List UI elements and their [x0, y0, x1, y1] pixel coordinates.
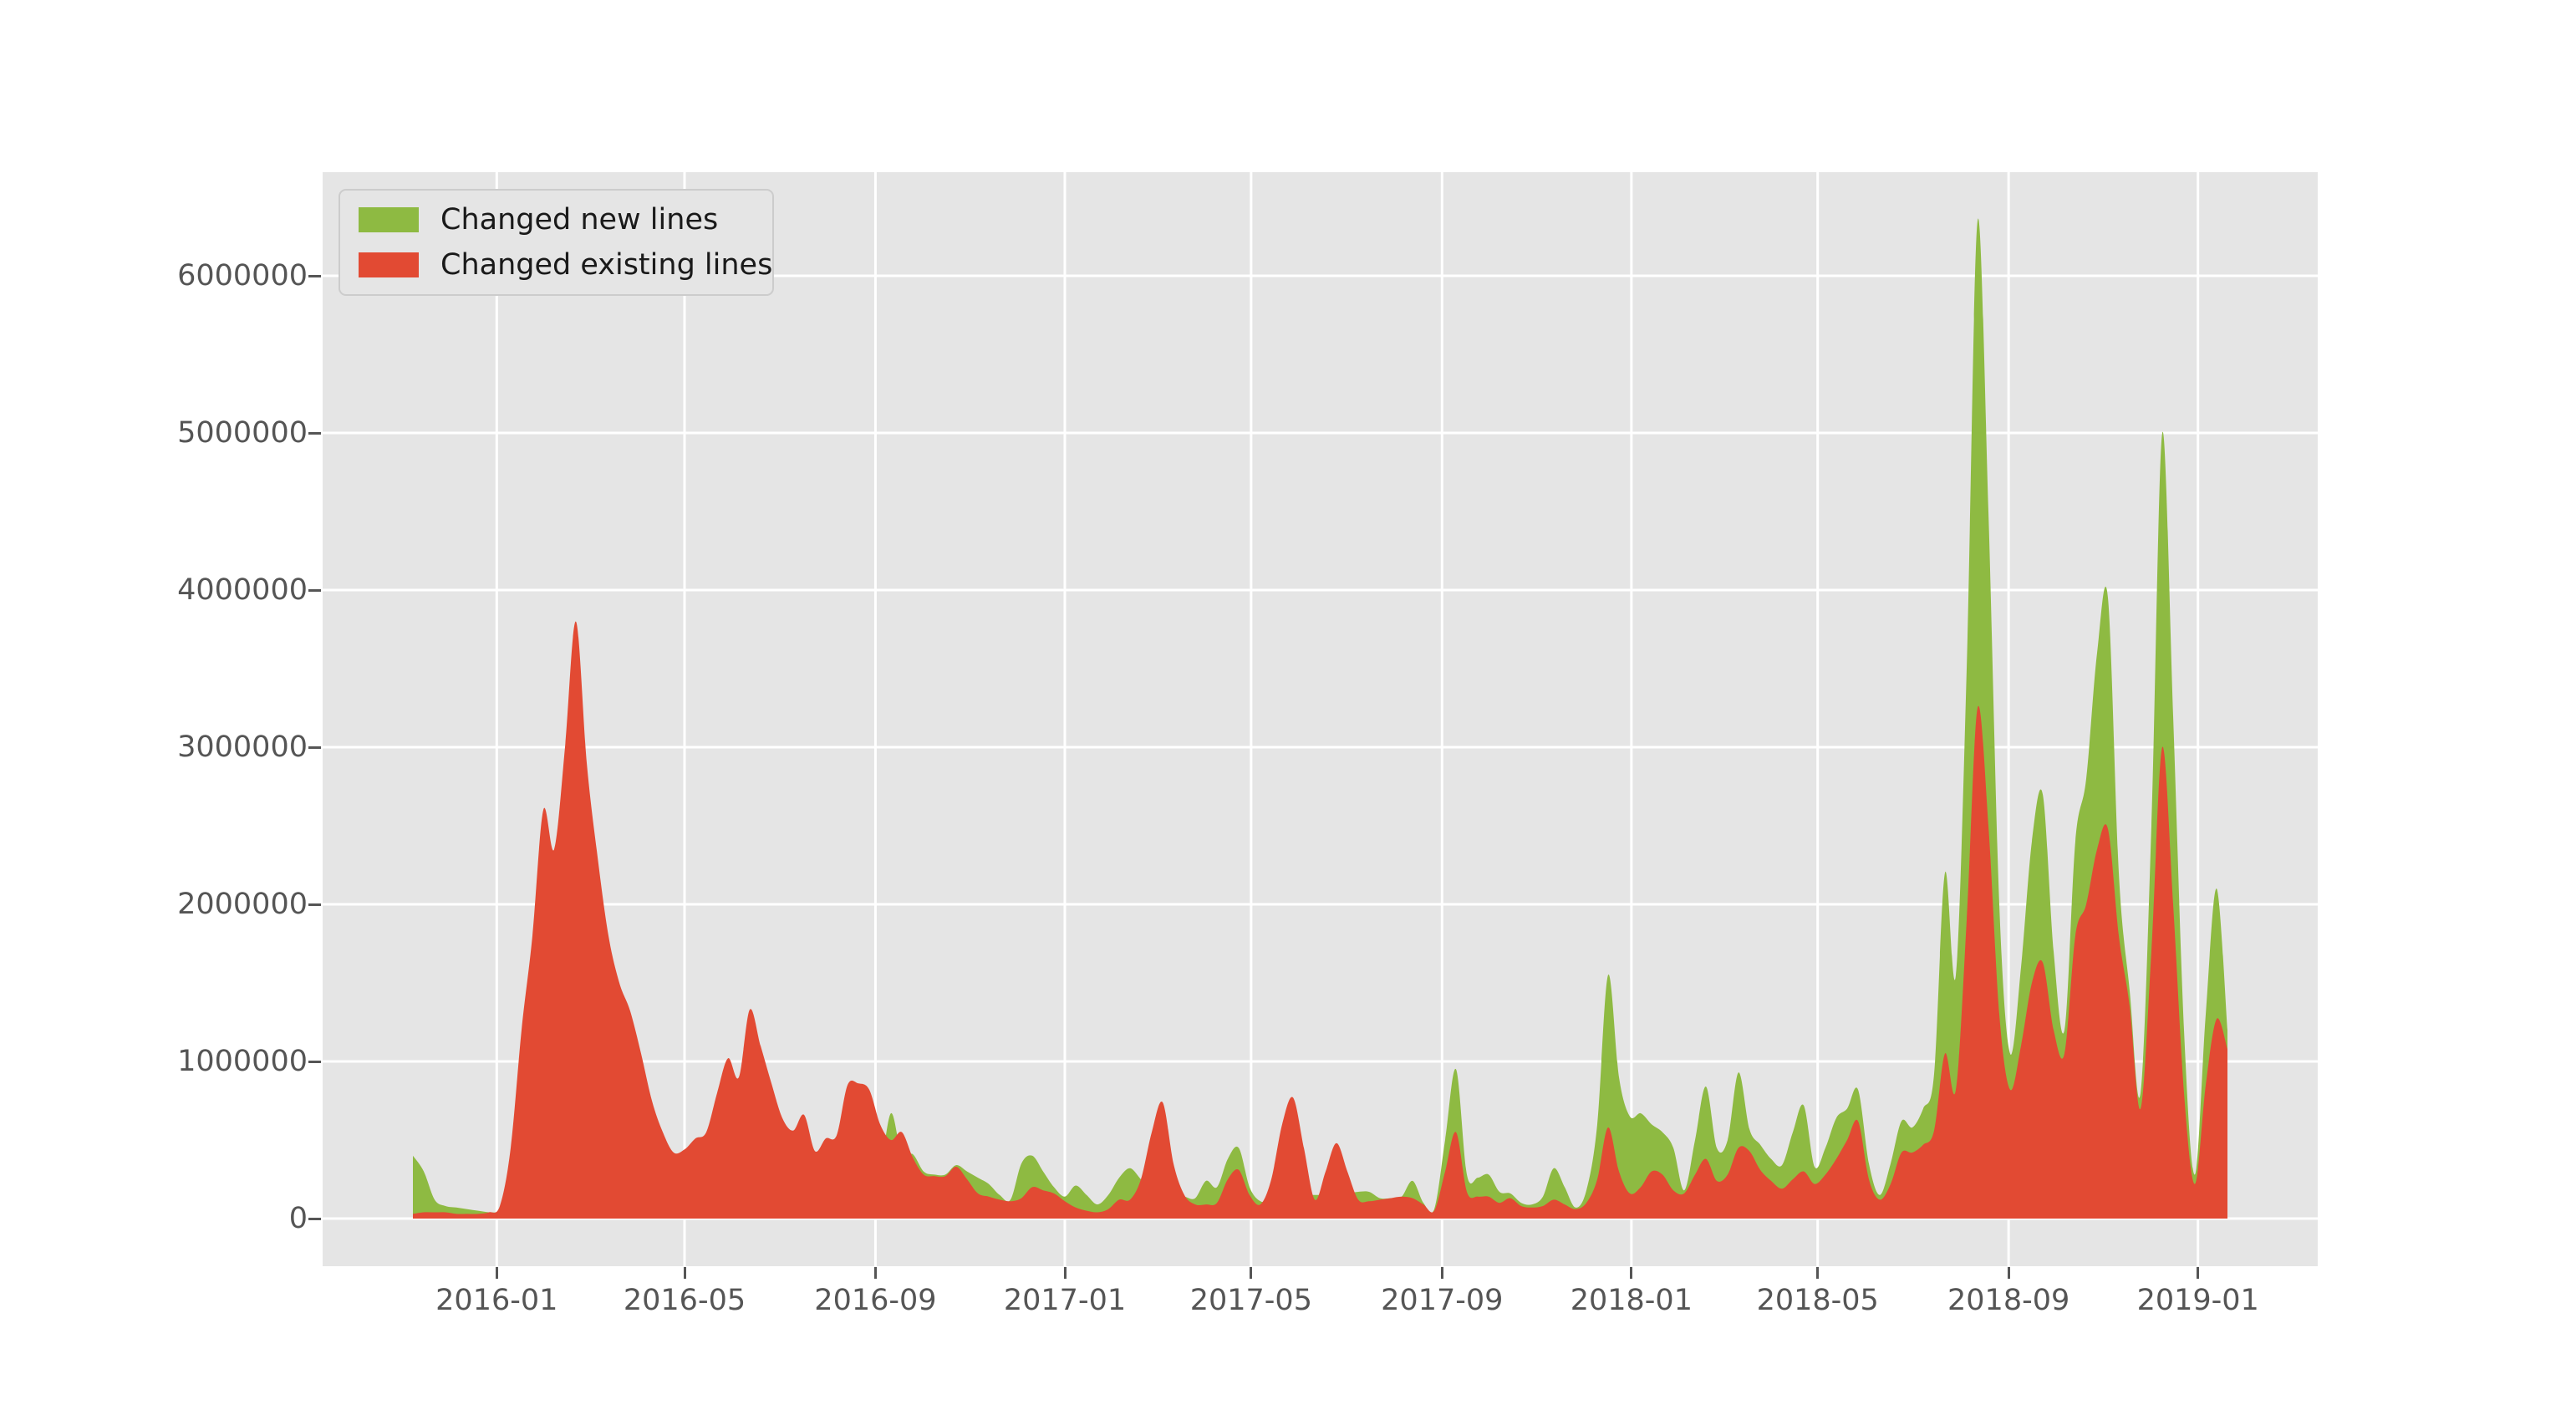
y-tick-label: 6000000	[177, 259, 308, 293]
y-tick-mark	[308, 431, 321, 435]
y-tick-label: 2000000	[177, 888, 308, 921]
x-tick-mark	[1630, 1267, 1633, 1279]
y-tick-mark	[308, 1060, 321, 1063]
x-tick-label: 2018-09	[1947, 1284, 2070, 1317]
legend-label-new-lines: Changed new lines	[440, 202, 719, 237]
area-chart-svg	[323, 172, 2318, 1266]
y-tick-label: 1000000	[177, 1045, 308, 1078]
legend-item-existing-lines: Changed existing lines	[340, 247, 773, 282]
x-tick-mark	[2197, 1267, 2200, 1279]
plot-area	[323, 172, 2318, 1266]
legend-swatch-new-lines-icon	[359, 207, 419, 232]
x-tick-mark	[683, 1267, 686, 1279]
x-tick-label: 2017-09	[1381, 1284, 1504, 1317]
legend-item-new-lines: Changed new lines	[340, 202, 772, 237]
legend: Changed new lines Changed existing lines	[339, 189, 774, 296]
x-tick-label: 2017-05	[1189, 1284, 1312, 1317]
x-tick-label: 2018-01	[1570, 1284, 1693, 1317]
y-tick-label: 0	[288, 1202, 308, 1235]
y-tick-label: 5000000	[177, 416, 308, 450]
x-tick-mark	[495, 1267, 498, 1279]
x-tick-label: 2017-01	[1003, 1284, 1127, 1317]
x-tick-mark	[2007, 1267, 2010, 1279]
x-tick-mark	[1250, 1267, 1253, 1279]
x-tick-mark	[1816, 1267, 1820, 1279]
y-tick-label: 3000000	[177, 730, 308, 764]
y-tick-mark	[308, 1217, 321, 1220]
y-tick-mark	[308, 588, 321, 592]
y-tick-mark	[308, 903, 321, 906]
x-tick-label: 2016-01	[435, 1284, 558, 1317]
legend-label-existing-lines: Changed existing lines	[440, 247, 773, 282]
x-tick-mark	[1063, 1267, 1067, 1279]
x-tick-mark	[873, 1267, 877, 1279]
x-tick-mark	[1440, 1267, 1443, 1279]
y-tick-mark	[308, 746, 321, 749]
x-tick-label: 2016-05	[623, 1284, 746, 1317]
legend-swatch-existing-lines-icon	[359, 252, 419, 277]
y-tick-label: 4000000	[177, 573, 308, 607]
x-tick-label: 2018-05	[1756, 1284, 1879, 1317]
x-tick-label: 2016-09	[814, 1284, 937, 1317]
x-tick-label: 2019-01	[2136, 1284, 2259, 1317]
y-tick-mark	[308, 274, 321, 277]
